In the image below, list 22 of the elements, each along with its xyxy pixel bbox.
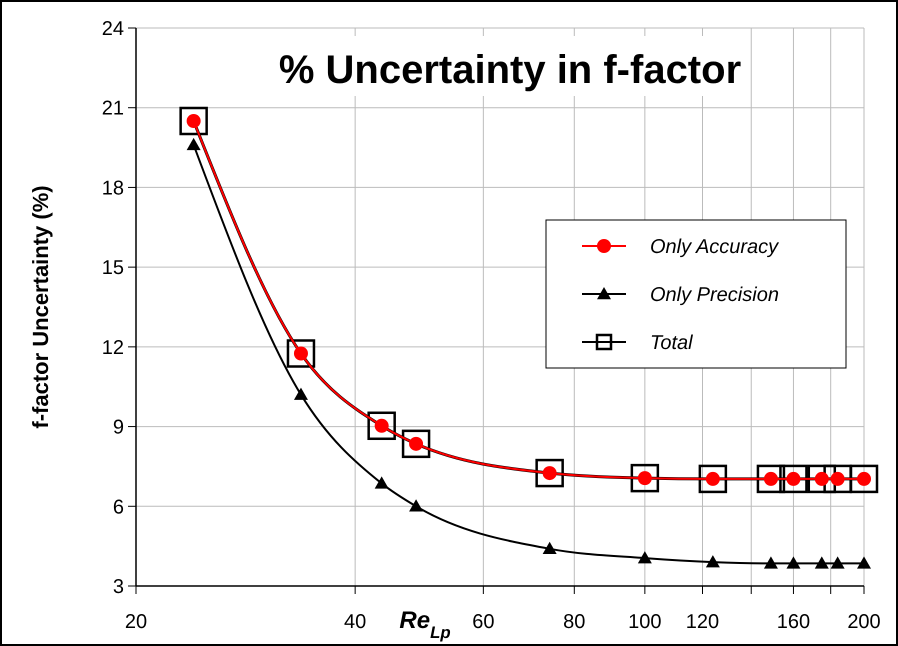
text: % Uncertainty in f-factor [278, 48, 742, 92]
y-tick-label: 12 [102, 336, 124, 359]
x-tick-label: 80 [563, 611, 586, 633]
x-tick-label: 160 [776, 611, 810, 633]
x-tick-label: 120 [686, 611, 720, 633]
y-tick-label: 9 [112, 416, 124, 439]
legend-label: Only Precision [650, 284, 779, 306]
y-tick-label: 3 [112, 576, 124, 598]
y-tick-label: 21 [102, 98, 124, 120]
y-tick-label: 18 [102, 177, 124, 200]
y-tick-label: 6 [112, 496, 124, 518]
x-axis-title: Re$_{Lp}$ [399, 607, 451, 642]
x-tick-label: 100 [628, 611, 662, 633]
x-tick-label: 200 [847, 611, 881, 633]
x-tick-label: 40 [344, 611, 366, 633]
x-tick-label: 60 [472, 611, 494, 633]
legend-label: Total [650, 332, 694, 354]
legend-label: Only Accuracy [650, 236, 780, 258]
y-tick-label: 24 [102, 18, 124, 40]
y-axis-title: f-factor Uncertainty (%) [28, 185, 53, 429]
y-tick-label: 15 [102, 257, 124, 280]
x-tick-label: 20 [124, 611, 148, 633]
